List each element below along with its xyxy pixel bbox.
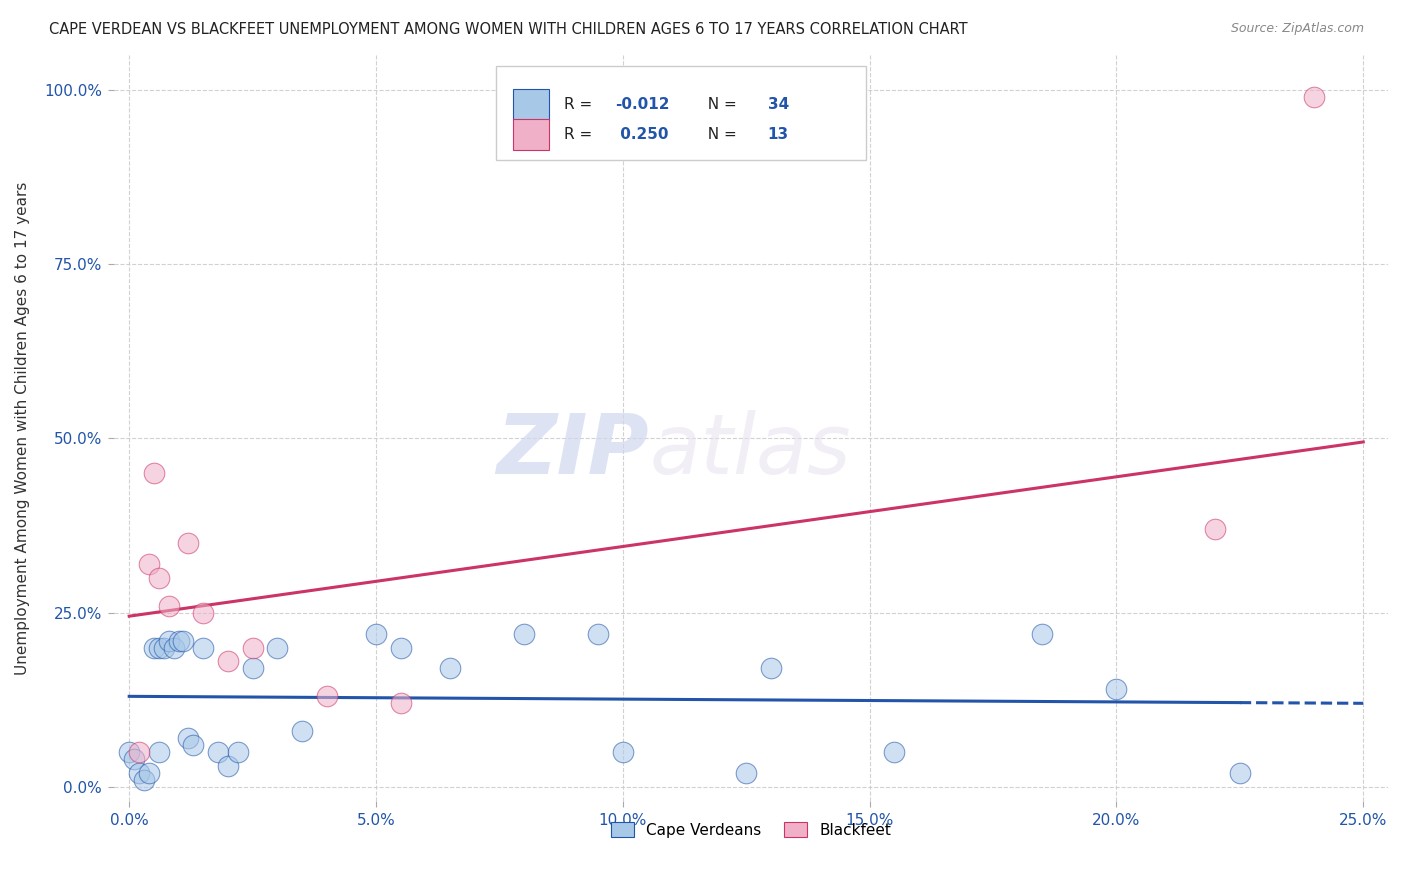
Point	[157, 599, 180, 613]
Text: atlas: atlas	[650, 410, 851, 491]
Text: ZIP: ZIP	[496, 410, 650, 491]
Point	[148, 571, 170, 585]
Point	[226, 745, 249, 759]
Point	[128, 745, 150, 759]
Point	[148, 745, 170, 759]
Point	[207, 745, 229, 759]
Point	[132, 772, 155, 787]
Point	[242, 640, 264, 655]
Point	[242, 661, 264, 675]
Bar	[513, 88, 548, 120]
Legend: Cape Verdeans, Blackfeet: Cape Verdeans, Blackfeet	[603, 814, 898, 846]
Text: R =: R =	[564, 97, 598, 112]
Point	[1204, 522, 1226, 536]
Point	[439, 661, 461, 675]
Point	[586, 626, 609, 640]
Point	[173, 633, 195, 648]
Text: N =: N =	[697, 97, 741, 112]
Point	[612, 745, 634, 759]
Point	[142, 467, 165, 481]
Point	[162, 640, 184, 655]
Point	[138, 766, 160, 780]
Point	[759, 661, 782, 675]
Point	[1302, 90, 1324, 104]
Point	[217, 655, 239, 669]
Text: 0.250: 0.250	[614, 127, 668, 142]
Point	[883, 745, 905, 759]
Text: Source: ZipAtlas.com: Source: ZipAtlas.com	[1230, 22, 1364, 36]
Point	[128, 766, 150, 780]
Point	[148, 640, 170, 655]
Point	[193, 606, 215, 620]
Point	[177, 536, 200, 550]
Point	[167, 633, 190, 648]
Text: R =: R =	[564, 127, 598, 142]
Point	[315, 690, 337, 704]
Point	[1031, 626, 1053, 640]
Point	[183, 738, 205, 752]
Point	[513, 626, 536, 640]
Point	[152, 640, 174, 655]
Point	[193, 640, 215, 655]
Point	[177, 731, 200, 746]
Point	[1105, 682, 1128, 697]
Text: -0.012: -0.012	[614, 97, 669, 112]
Point	[122, 752, 145, 766]
Point	[142, 640, 165, 655]
Text: CAPE VERDEAN VS BLACKFEET UNEMPLOYMENT AMONG WOMEN WITH CHILDREN AGES 6 TO 17 YE: CAPE VERDEAN VS BLACKFEET UNEMPLOYMENT A…	[49, 22, 967, 37]
Text: 34: 34	[768, 97, 789, 112]
Point	[364, 626, 387, 640]
Point	[1229, 766, 1251, 780]
Point	[118, 745, 141, 759]
FancyBboxPatch shape	[496, 66, 866, 160]
Bar	[513, 119, 548, 150]
Text: 13: 13	[768, 127, 789, 142]
Point	[389, 696, 412, 710]
Y-axis label: Unemployment Among Women with Children Ages 6 to 17 years: Unemployment Among Women with Children A…	[15, 181, 30, 674]
Text: N =: N =	[697, 127, 741, 142]
Point	[157, 633, 180, 648]
Point	[291, 724, 314, 739]
Point	[138, 557, 160, 571]
Point	[389, 640, 412, 655]
Point	[735, 766, 758, 780]
Point	[217, 759, 239, 773]
Point	[266, 640, 288, 655]
